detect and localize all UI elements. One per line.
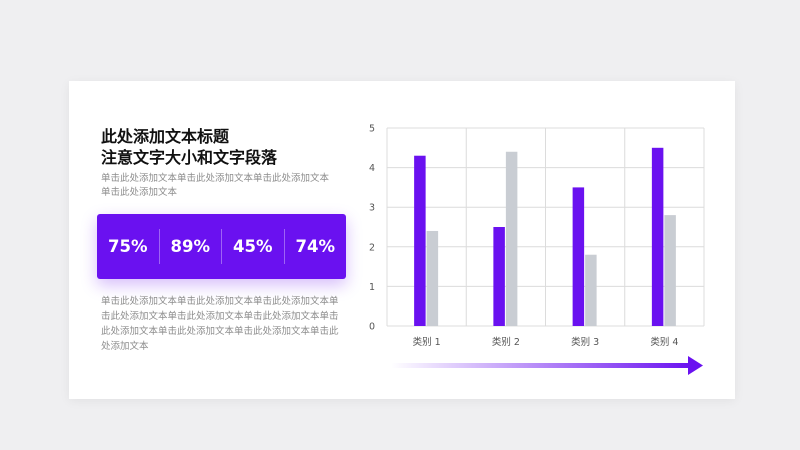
stat-value-4: 74%: [283, 229, 347, 264]
slide-title: 此处添加文本标题 注意文字大小和文字段落: [101, 126, 277, 168]
bar-series-1: [651, 147, 664, 326]
bar-series-2: [664, 215, 676, 326]
y-tick-label: 1: [369, 282, 375, 293]
bar-series-2: [426, 230, 439, 326]
stat-value-1: 75%: [108, 237, 148, 256]
bar-series-2: [505, 151, 518, 326]
stat-value-3: 45%: [221, 229, 284, 264]
y-tick-label: 5: [369, 124, 375, 135]
slide-title-line-1: 此处添加文本标题: [101, 127, 230, 146]
body-paragraph: 单击此处添加文本单击此处添加文本单击此处添加文本单击此处添加文本单击此处添加文本…: [101, 296, 339, 352]
bar-series-1: [493, 227, 505, 326]
y-tick-label: 4: [369, 163, 375, 174]
bar-series-2: [585, 254, 597, 326]
gradient-arrow-shaft: [391, 363, 691, 368]
y-tick-label: 3: [369, 203, 375, 214]
bar-series-1: [414, 155, 426, 326]
x-tick-label: 类别 2: [492, 336, 520, 348]
stat-value-2: 89%: [158, 229, 222, 264]
y-tick-label: 2: [369, 242, 375, 253]
x-tick-label: 类别 3: [571, 336, 599, 348]
arrow-head-icon: [688, 356, 703, 375]
bar-series-1: [572, 187, 585, 326]
slide-subtitle: 单击此处添加文本单击此处添加文本单击此处添加文本单击此处添加文本: [101, 173, 330, 198]
x-tick-label: 类别 1: [413, 336, 441, 348]
x-tick-label: 类别 4: [650, 336, 678, 348]
y-tick-label: 0: [369, 322, 375, 333]
slide-title-line-2: 注意文字大小和文字段落: [101, 148, 278, 167]
stats-band: 75% 89% 45% 74%: [97, 214, 346, 279]
